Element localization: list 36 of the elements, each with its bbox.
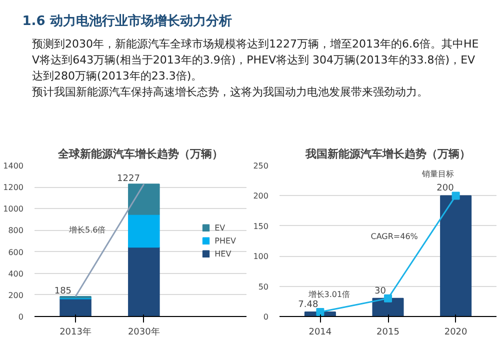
y-tick-label: 600 <box>8 248 24 257</box>
annotation: 销量目标 <box>420 170 454 179</box>
y-tick-label: 0 <box>263 312 269 322</box>
x-tick-label: 2015 <box>376 328 400 338</box>
y-tick-label: 800 <box>8 226 24 236</box>
y-tick-label: 1000 <box>3 204 24 214</box>
annotation: CAGR=46% <box>370 232 418 242</box>
legend-label: HEV <box>214 249 232 258</box>
data-label: 30 <box>374 286 386 296</box>
text: 1.6 动力电池行业市场增长动力分析 <box>22 12 232 29</box>
data-label: 200 <box>436 184 454 194</box>
y-tick-label: 400 <box>8 269 24 278</box>
text: 预测到2030年，新能源汽车全球市场规模将达到1227万辆，增至2013年的6.6倍。其中HEV将达到643万辆(相当于2013年的3.9倍)，PHEV将达到 304万辆(2013年的33.8倍)，EV达到280万辆(2013年的23.3倍)。 <box>32 38 479 83</box>
y-tick-label: 1200 <box>3 183 24 192</box>
annotation: 增长5.6倍 <box>68 225 106 234</box>
x-tick-label: 2014 <box>308 328 332 338</box>
x-tick-label: 2020 <box>444 328 468 338</box>
y-tick-label: 50 <box>258 282 269 292</box>
x-tick-label: 2013年 <box>60 326 92 338</box>
chart-title: 全球新能源汽车增长趋势（万辆） <box>57 148 223 160</box>
chart-title: 我国新能源汽车增长趋势（万辆） <box>304 148 470 160</box>
x-tick-label: 2030年 <box>128 326 160 338</box>
y-tick-label: 200 <box>253 192 269 201</box>
y-tick-label: 200 <box>8 290 24 300</box>
total-label: 1227 <box>117 174 140 184</box>
y-tick-label: 100 <box>253 252 269 262</box>
data-label: 7.48 <box>298 300 318 310</box>
total-label: 185 <box>54 286 72 297</box>
annotation: 增长3.01倍 <box>307 290 350 300</box>
y-tick-label: 150 <box>253 222 269 231</box>
legend-label: PHEV <box>214 236 236 245</box>
y-tick-label: 0 <box>18 312 24 322</box>
y-tick-label: 250 <box>253 162 269 170</box>
legend-label: EV <box>214 223 226 232</box>
y-tick-label: 1400 <box>3 162 24 170</box>
text: 预计我国新能源汽车保持高速增长态势，这将为我国动力电池发展带来强劲动力。 <box>32 86 428 99</box>
